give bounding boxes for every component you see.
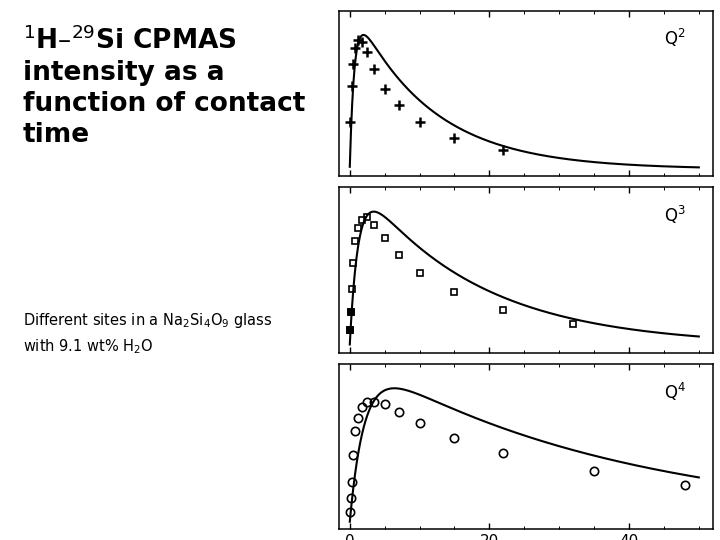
Text: Q$^3$: Q$^3$ (665, 204, 686, 226)
Text: Different sites in a Na$_2$Si$_4$O$_9$ glass
with 9.1 wt% H$_2$O: Different sites in a Na$_2$Si$_4$O$_9$ g… (23, 312, 272, 356)
Text: Q$^4$: Q$^4$ (665, 381, 686, 403)
Text: Q$^2$: Q$^2$ (665, 28, 685, 49)
Text: $^{1}$H–$^{29}$Si CPMAS
intensity as a
function of contact
time: $^{1}$H–$^{29}$Si CPMAS intensity as a f… (23, 26, 305, 148)
